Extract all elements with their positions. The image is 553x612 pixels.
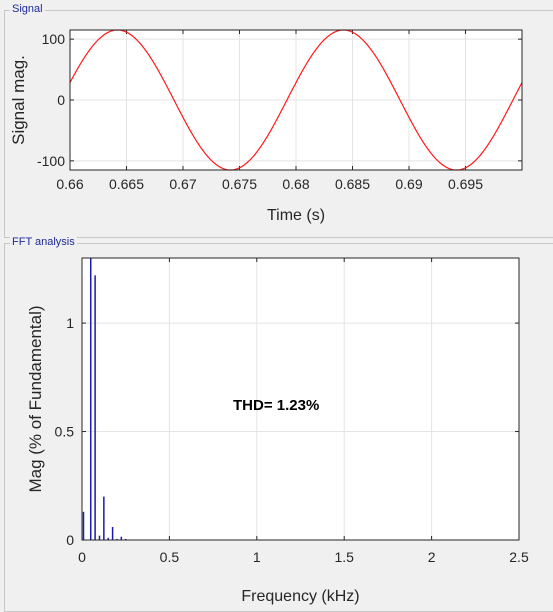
fft-xtick-label: 0.5	[160, 549, 180, 565]
fft-ytick-label: 0.5	[55, 424, 75, 440]
fft-x-axis-label: Frequency (kHz)	[241, 588, 359, 605]
signal-ytick-label: -100	[37, 153, 65, 169]
fft-ytick-label: 1	[66, 315, 74, 331]
signal-ytick-label: 100	[42, 31, 66, 47]
signal-panel-title: Signal	[10, 3, 45, 15]
fft-y-axis-label: Mag (% of Fundamental)	[26, 305, 45, 492]
fft-xtick-label: 1	[253, 549, 261, 565]
signal-y-axis-label: Signal mag.	[9, 55, 28, 145]
signal-line	[69, 29, 523, 171]
fft-axes-box	[81, 257, 520, 541]
signal-xtick-label: 0.665	[109, 176, 144, 192]
signal-xtick-label: 0.685	[335, 176, 370, 192]
signal-xtick-label: 0.695	[448, 176, 483, 192]
fft-plot-area	[82, 258, 519, 540]
signal-x-axis-label: Time (s)	[267, 207, 325, 224]
fft-xtick-label: 1.5	[334, 549, 354, 565]
fft-ytick-label: 0	[66, 532, 74, 548]
fft-xtick-label: 0	[78, 549, 86, 565]
thd-label: THD= 1.23%	[233, 397, 320, 414]
signal-xtick-label: 0.675	[222, 176, 257, 192]
signal-ytick-label: 0	[57, 92, 65, 108]
signal-xtick-label: 0.67	[169, 176, 196, 192]
signal-xtick-label: 0.66	[56, 176, 83, 192]
fft-xtick-label: 2.5	[509, 549, 529, 565]
signal-plot: 0.66 0.665 0.67 0.675 0.68 0.685 0.69 0.695 -100…	[9, 29, 523, 224]
signal-xtick-label: 0.69	[395, 176, 422, 192]
signal-xtick-label: 0.68	[282, 176, 309, 192]
fft-xtick-label: 2	[428, 549, 436, 565]
fft-panel-title: FFT analysis	[10, 236, 77, 248]
signal-axes-box	[69, 29, 523, 171]
